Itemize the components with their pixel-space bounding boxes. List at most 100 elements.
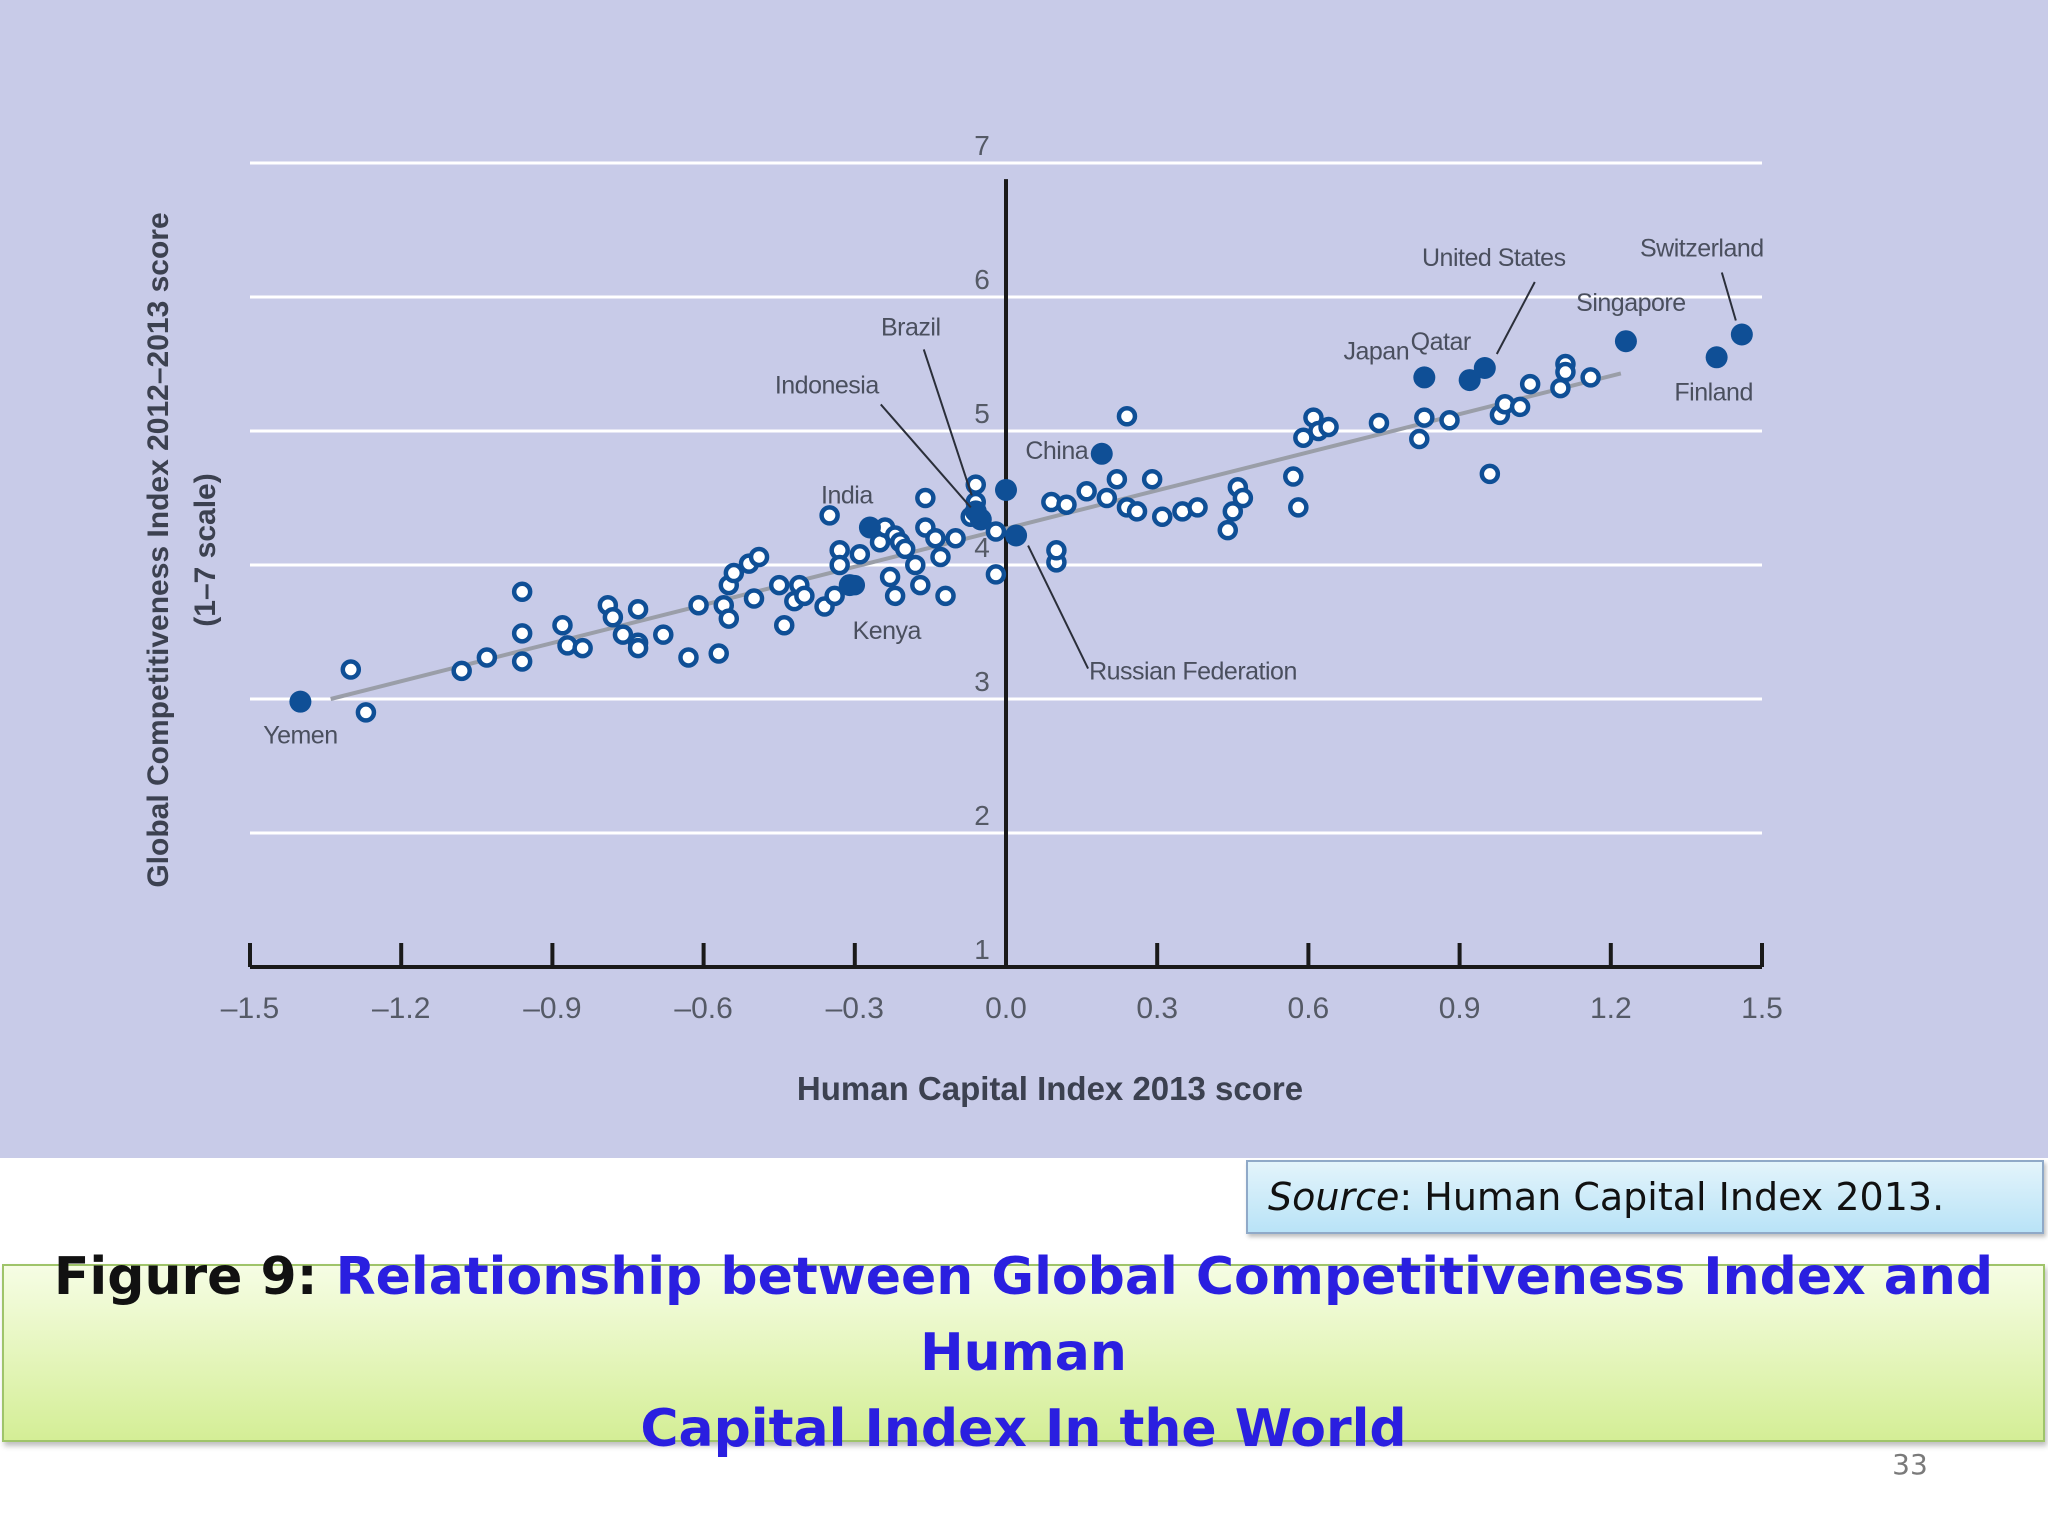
source-prefix: Source [1268, 1175, 1400, 1219]
data-point [1076, 481, 1097, 502]
data-point [1318, 416, 1339, 438]
x-tick-label: 0.6 [1288, 992, 1330, 1025]
highlighted-point [1090, 442, 1113, 465]
data-point [935, 585, 956, 607]
source-text: : Human Capital Index 2013. [1399, 1175, 1945, 1219]
country-label: Russian Federation [1089, 658, 1297, 686]
caption-line-1: Relationship between Global Competitiven… [335, 1247, 1994, 1383]
country-label: Switzerland [1640, 235, 1764, 263]
country-label: Finland [1674, 378, 1753, 406]
y-axis-title: Global Competitiveness Index 2012–2013 s… [142, 212, 175, 887]
data-point [476, 647, 498, 668]
country-label: Singapore [1576, 289, 1685, 317]
y-tick-label: 6 [974, 264, 990, 295]
data-point [915, 487, 936, 509]
data-point [1550, 377, 1571, 399]
data-point [1141, 468, 1163, 490]
country-label: Japan [1344, 337, 1410, 365]
data-point [894, 538, 916, 560]
highlighted-point [838, 574, 861, 597]
country-label: Brazil [881, 313, 941, 341]
country-label: India [821, 481, 873, 509]
data-point [925, 527, 946, 549]
x-tick-label: 1.5 [1741, 992, 1783, 1025]
data-point [829, 554, 850, 576]
data-point [552, 615, 573, 636]
highlighted-point [858, 516, 881, 539]
data-point [1046, 540, 1067, 561]
x-tick-label: 0.9 [1439, 992, 1481, 1025]
data-point [794, 585, 815, 607]
data-point [511, 623, 533, 644]
source-note: Source: Human Capital Index 2013. [1246, 1160, 2044, 1234]
trend-line [330, 371, 1622, 701]
data-point [511, 581, 533, 603]
highlighted-point [995, 478, 1017, 501]
data-point [1288, 497, 1309, 518]
data-point [748, 546, 770, 568]
data-point [1479, 463, 1501, 485]
data-point [1126, 501, 1148, 522]
data-point [849, 544, 871, 565]
data-point [627, 598, 649, 620]
highlighted-point [1730, 323, 1753, 346]
country-label: Qatar [1411, 328, 1471, 356]
data-point [905, 554, 926, 576]
data-point [1519, 373, 1541, 395]
data-point [824, 585, 845, 607]
y-tick-label: 1 [974, 934, 990, 965]
data-point [768, 574, 790, 596]
highlighted-point [1413, 366, 1436, 389]
data-point [572, 637, 593, 659]
data-point [1217, 519, 1239, 541]
data-point [653, 624, 674, 645]
data-point [884, 585, 906, 607]
x-tick-label: –1.5 [221, 992, 279, 1025]
country-label: United States [1422, 244, 1566, 272]
data-point [1106, 468, 1128, 490]
highlighted-point [1473, 357, 1496, 380]
data-point [1580, 367, 1601, 388]
data-point [718, 608, 740, 629]
data-point [340, 659, 362, 680]
data-point [1187, 497, 1208, 518]
leader-line [880, 403, 972, 509]
data-point [602, 607, 624, 628]
data-point [773, 615, 795, 636]
data-point [879, 566, 901, 588]
chart-panel: –1.5 –1.2 –0.9 –0.6 –0.3 0.0 0.3 0.6 0.9 1.2 1.5 1 2… [0, 0, 2048, 1158]
data-point [1439, 410, 1460, 431]
data-point [511, 651, 533, 672]
country-label: Kenya [853, 617, 922, 645]
data-point [688, 594, 709, 616]
data-point [708, 643, 729, 664]
country-label: China [1025, 437, 1088, 465]
data-point [1409, 428, 1430, 450]
data-point [1232, 487, 1254, 509]
x-tick-label: 1.2 [1590, 992, 1632, 1025]
data-point [1283, 466, 1304, 487]
data-point [451, 660, 472, 682]
highlighted-point [1705, 346, 1728, 369]
x-axis-title: Human Capital Index 2013 score [797, 1070, 1303, 1107]
country-label: Yemen [263, 722, 337, 750]
y-tick-label: 3 [974, 666, 990, 697]
x-tick-label: 0.3 [1136, 992, 1178, 1025]
y-tick-label: 7 [974, 130, 990, 161]
highlighted-point [1005, 524, 1028, 547]
x-tick-label: –0.6 [674, 992, 732, 1025]
y-tick-label: 4 [974, 532, 990, 563]
data-point [985, 521, 1007, 542]
data-point [627, 637, 649, 659]
highlighted-point [1614, 330, 1637, 353]
x-tick-label: 0.0 [985, 992, 1027, 1025]
x-tick-label: –1.2 [372, 992, 430, 1025]
data-point [1151, 506, 1173, 528]
scatter-chart: –1.5 –1.2 –0.9 –0.6 –0.3 0.0 0.3 0.6 0.9 1.2 1.5 1 2… [142, 130, 1783, 1107]
data-point [1368, 412, 1390, 434]
caption-line-2: Capital Index In the World [640, 1399, 1407, 1459]
data-point [930, 546, 951, 568]
data-point [1222, 501, 1244, 522]
highlighted-point [289, 690, 312, 713]
data-point [355, 702, 377, 723]
